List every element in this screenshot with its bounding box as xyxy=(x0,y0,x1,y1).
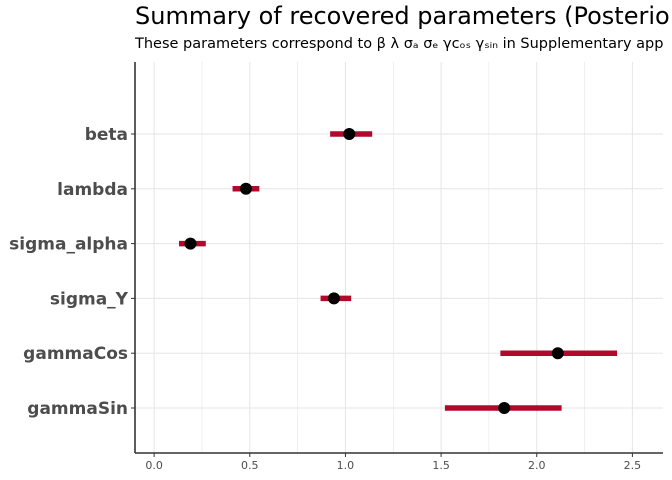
estimate-point-lambda xyxy=(239,182,252,195)
x-tick-label: 0.5 xyxy=(241,459,259,472)
estimate-point-sigma-alpha xyxy=(184,237,197,250)
y-tick-label-beta: beta xyxy=(85,125,128,145)
y-tick-label-gammaCos: gammaCos xyxy=(23,344,128,364)
y-tick-label-lambda: lambda xyxy=(57,180,128,200)
grid-layer xyxy=(135,62,663,453)
axes-layer xyxy=(131,62,663,457)
chart-title: Summary of recovered parameters (Posteri… xyxy=(135,2,670,30)
estimate-point-gammaCos xyxy=(551,347,564,360)
y-tick-label-sigma-alpha: sigma_alpha xyxy=(9,235,128,255)
x-tick-label: 2.5 xyxy=(624,459,642,472)
x-tick-label: 0.0 xyxy=(145,459,163,472)
estimate-point-beta xyxy=(343,128,356,140)
estimate-point-sigma-Y xyxy=(327,292,340,305)
x-tick-label: 2.0 xyxy=(528,459,546,472)
labels-layer: beta lambda sigma_alpha sigma_Y gammaCos gamm… xyxy=(9,125,641,472)
y-tick-label-sigma-Y: sigma_Y xyxy=(50,289,129,309)
y-tick-label-gammaSin: gammaSin xyxy=(27,399,128,419)
estimate-point-gammaSin xyxy=(498,402,511,414)
x-tick-label: 1.5 xyxy=(432,459,450,472)
chart-subtitle: These parameters correspond to β λ σₐ σₑ… xyxy=(135,36,664,52)
marks-layer xyxy=(179,128,618,414)
x-tick-label: 1.0 xyxy=(337,459,355,472)
